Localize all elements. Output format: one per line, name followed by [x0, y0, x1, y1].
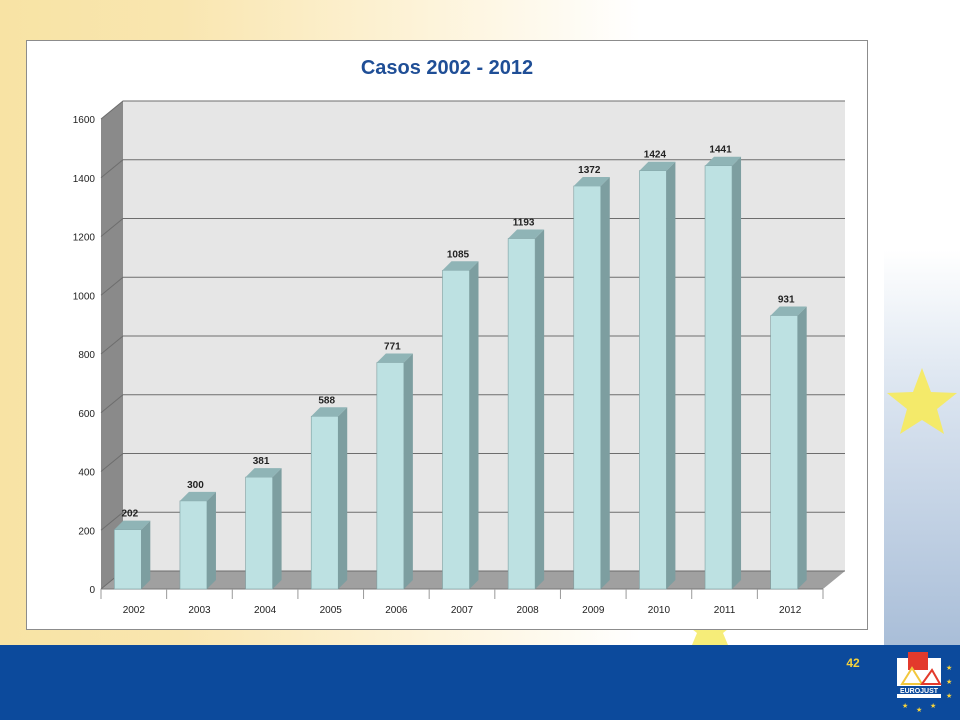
bar: [245, 476, 273, 590]
data-label: 588: [318, 395, 335, 406]
bar-side: [600, 176, 610, 589]
bar-side: [535, 229, 545, 589]
x-tick-label: 2004: [254, 605, 277, 616]
x-tick-label: 2005: [320, 605, 343, 616]
data-label: 1441: [709, 145, 732, 156]
x-tick-label: 2010: [648, 605, 671, 616]
bar: [310, 415, 339, 590]
eurojust-logo: EUROJUST ★ ★ ★ ★ ★ ★: [897, 652, 952, 714]
bar-side: [272, 468, 282, 589]
x-tick-label: 2002: [123, 605, 146, 616]
decorative-side-panel: [884, 0, 960, 645]
bar-side: [403, 353, 413, 589]
data-label: 381: [253, 456, 270, 467]
page-number: 42: [846, 656, 860, 670]
data-label: 1085: [447, 249, 470, 260]
bar-top: [442, 261, 479, 271]
data-label: 1193: [513, 218, 535, 229]
y-tick-label: 1200: [73, 233, 96, 244]
x-tick-label: 2012: [779, 605, 802, 616]
bar-side: [206, 491, 216, 589]
logo-text: EUROJUST: [900, 688, 939, 695]
bar: [704, 165, 733, 590]
bar-side: [338, 407, 348, 589]
gridline: [100, 100, 845, 120]
data-label: 1372: [578, 165, 601, 176]
data-label: 1424: [644, 150, 667, 161]
svg-text:★: ★: [930, 702, 936, 710]
data-label: 202: [121, 509, 138, 520]
y-tick-label: 0: [89, 585, 95, 596]
plot-area: 0 200 400 600 800 1000 1200 1400 1600 202 2002 300 2…: [73, 100, 845, 616]
bar-side: [141, 520, 151, 589]
bar: [639, 170, 667, 590]
svg-text:★: ★: [916, 706, 922, 714]
bar: [114, 529, 142, 590]
x-tick-label: 2003: [188, 605, 211, 616]
bar-side: [797, 306, 807, 589]
chart-title: Casos 2002 - 2012: [361, 57, 533, 79]
y-tick-label: 1000: [73, 291, 96, 302]
x-tick-label: 2007: [451, 605, 474, 616]
data-label: 931: [778, 295, 795, 306]
bar-top: [770, 306, 807, 316]
gridline: [100, 159, 845, 179]
bar-top: [573, 176, 610, 186]
bar-side: [469, 261, 479, 589]
bar-top: [508, 229, 545, 239]
bar-top: [639, 161, 676, 171]
bar-top: [376, 353, 413, 363]
x-tick-label: 2008: [517, 605, 540, 616]
x-tick-label: 2009: [582, 605, 605, 616]
y-tick-label: 1400: [73, 174, 96, 185]
bar: [770, 315, 798, 590]
y-tick-label: 800: [78, 350, 95, 361]
y-tick-label: 400: [78, 468, 95, 479]
star-icon: [887, 368, 957, 434]
x-tick-label: 2011: [714, 605, 736, 616]
bar: [376, 362, 405, 590]
bar: [179, 500, 208, 590]
bar-top: [114, 520, 151, 530]
svg-text:★: ★: [946, 664, 952, 672]
svg-text:★: ★: [946, 692, 952, 700]
y-tick-label: 600: [78, 409, 95, 420]
bar: [573, 185, 602, 590]
y-tick-label: 200: [78, 526, 95, 537]
bar: [507, 238, 536, 590]
bar-top: [311, 407, 348, 417]
svg-text:★: ★: [902, 702, 908, 710]
data-label: 771: [384, 342, 401, 353]
bar-top: [705, 156, 742, 166]
bar-side: [666, 161, 676, 589]
bar-top: [245, 468, 282, 478]
bar-top: [179, 491, 216, 501]
y-tick-label: 1600: [73, 115, 96, 126]
bar: [442, 269, 470, 590]
bar-chart: Casos 2002 - 2012 0 200 400 600 800 1000 1200 1…: [73, 57, 845, 616]
chart-container: Casos 2002 - 2012 0 200 400 600 800 1000 1200 1…: [26, 40, 868, 630]
bar-side: [732, 156, 742, 590]
data-label: 300: [187, 480, 204, 491]
footer-bar: [0, 645, 960, 720]
svg-text:★: ★: [946, 678, 952, 686]
x-tick-label: 2006: [385, 605, 408, 616]
